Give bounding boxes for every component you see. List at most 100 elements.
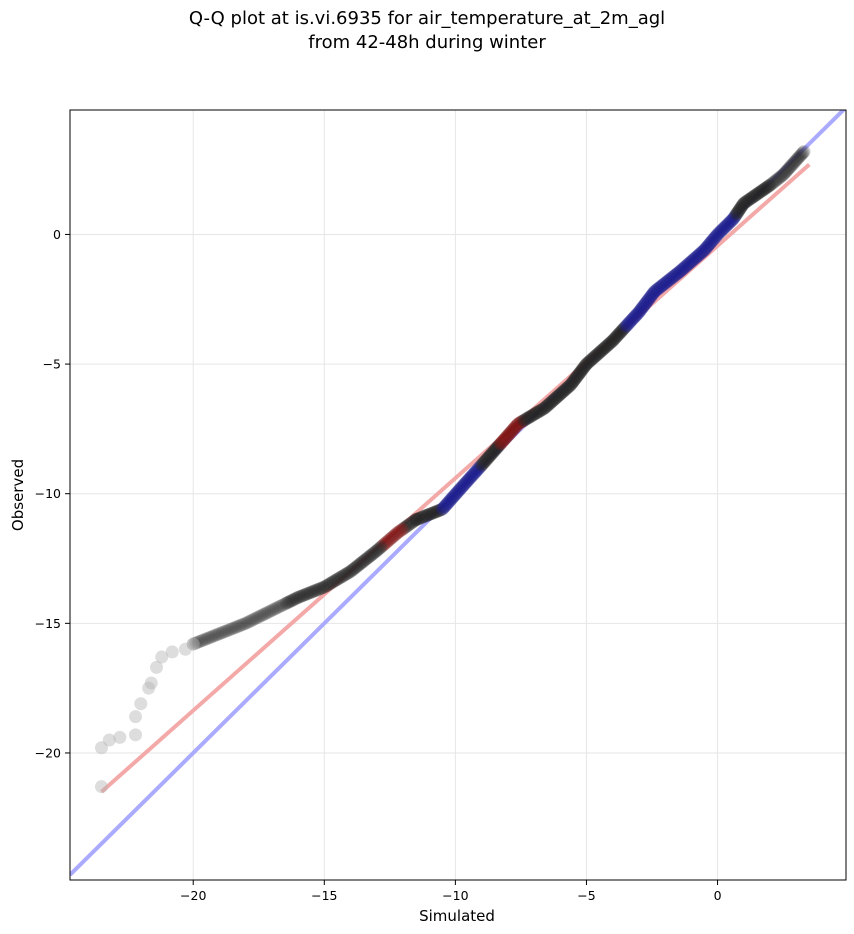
qq-point	[468, 466, 482, 480]
qq-point	[357, 554, 371, 568]
qq-point	[472, 461, 486, 475]
qq-point	[700, 240, 714, 254]
qq-point	[564, 377, 578, 391]
qq-point	[405, 516, 419, 530]
qq-point	[562, 379, 576, 393]
qq-point	[739, 195, 753, 209]
qq-point	[455, 481, 469, 495]
qq-point	[456, 479, 470, 493]
qq-point	[390, 527, 404, 541]
qq-point	[509, 420, 523, 434]
qq-point	[446, 491, 460, 505]
qq-point	[263, 604, 277, 618]
qq-point	[274, 599, 288, 613]
x-axis-label: Simulated	[419, 907, 495, 925]
qq-point	[575, 363, 589, 377]
qq-point	[540, 399, 554, 413]
qq-point	[255, 608, 269, 622]
qq-point	[634, 303, 648, 317]
qq-point	[253, 609, 267, 623]
qq-point	[724, 214, 738, 228]
qq-point	[766, 175, 780, 189]
qq-point	[676, 262, 690, 276]
qq-point	[443, 494, 457, 508]
qq-point	[633, 304, 647, 318]
qq-point	[391, 525, 405, 539]
qq-point	[294, 589, 308, 603]
qq-point	[791, 151, 805, 165]
data-points	[94, 144, 811, 794]
qq-point	[333, 571, 347, 585]
qq-point	[491, 440, 505, 454]
qq-point	[478, 455, 492, 469]
qq-point	[188, 636, 202, 650]
qq-point	[360, 552, 374, 566]
qq-point	[688, 251, 702, 265]
qq-point	[715, 223, 729, 237]
qq-point	[238, 617, 252, 631]
qq-point	[452, 484, 466, 498]
qq-point	[744, 191, 758, 205]
qq-point	[370, 544, 384, 558]
qq-point	[615, 324, 629, 338]
qq-point	[408, 514, 422, 528]
qq-point	[459, 476, 473, 490]
qq-point	[647, 286, 661, 300]
qq-point	[609, 330, 623, 344]
qq-point	[713, 225, 727, 239]
qq-point	[723, 215, 737, 229]
qq-point	[666, 270, 680, 284]
qq-point	[784, 159, 798, 173]
qq-point	[447, 489, 461, 503]
qq-point	[746, 190, 760, 204]
qq-point	[433, 503, 447, 517]
qq-point	[735, 199, 749, 213]
qq-point	[464, 470, 478, 484]
qq-point	[233, 619, 247, 633]
qq-point	[409, 513, 423, 527]
qq-point	[591, 347, 605, 361]
qq-point	[248, 612, 262, 626]
qq-point	[757, 183, 771, 197]
qq-point	[412, 512, 426, 526]
qq-point	[320, 578, 334, 592]
qq-point	[423, 507, 437, 521]
qq-point	[557, 384, 571, 398]
qq-point	[690, 249, 704, 263]
grid	[70, 110, 846, 880]
qq-point	[458, 477, 472, 491]
qq-point	[442, 495, 456, 509]
qq-point	[534, 403, 548, 417]
qq-point	[543, 396, 557, 410]
qq-point	[313, 582, 327, 596]
qq-point	[785, 158, 799, 172]
qq-point	[567, 373, 581, 387]
qq-point	[222, 623, 236, 637]
qq-point	[764, 177, 778, 191]
qq-point	[301, 586, 315, 600]
qq-point-sparse	[165, 645, 179, 659]
qq-point	[383, 533, 397, 547]
qq-point	[439, 499, 453, 513]
qq-point	[315, 581, 329, 595]
qq-point	[495, 436, 509, 450]
qq-point	[638, 298, 652, 312]
qq-point	[699, 241, 713, 255]
qq-point	[416, 510, 430, 524]
qq-point	[392, 524, 406, 538]
qq-point	[334, 570, 348, 584]
qq-point	[525, 409, 539, 423]
qq-point	[527, 407, 541, 421]
qq-point	[506, 423, 520, 437]
qq-point	[592, 346, 606, 360]
qq-point	[289, 591, 303, 605]
qq-point	[281, 595, 295, 609]
y-tick-label: 0	[53, 227, 61, 242]
qq-point	[303, 586, 317, 600]
qq-point	[599, 340, 613, 354]
qq-point	[413, 511, 427, 525]
qq-point	[241, 615, 255, 629]
qq-point	[752, 186, 766, 200]
qq-point	[561, 380, 575, 394]
qq-point	[470, 464, 484, 478]
